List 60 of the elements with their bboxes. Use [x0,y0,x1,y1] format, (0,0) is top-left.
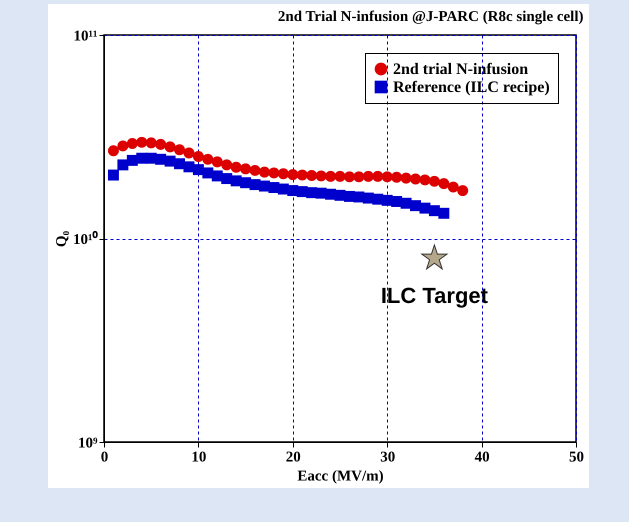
point [268,167,280,178]
x-axis-title: Eacc (MV/m) [297,468,384,484]
point [419,174,430,186]
annotation: ILC Target [380,283,489,308]
point [146,137,157,148]
point [448,182,459,193]
point [126,138,138,149]
point [391,172,402,183]
x-tick-label: 10 [191,450,206,466]
legend-label: 2nd trial N-infusion [393,61,528,78]
point [296,170,308,181]
point [202,167,214,178]
point [155,138,166,150]
point [230,162,242,173]
point [316,170,327,182]
y-axis-title: Q₀ [54,230,70,248]
point [117,159,128,170]
point [325,170,336,182]
point [287,169,298,180]
point [250,164,261,176]
x-tick-label: 0 [100,450,108,466]
y-tick-label: 10¹¹ [74,28,98,44]
point [136,136,148,148]
point [428,176,440,187]
point [428,205,440,216]
point [438,178,450,190]
point [212,156,223,168]
point [240,163,252,174]
point [183,148,194,159]
point [117,140,128,152]
legend-label: Reference (ILC recipe) [393,79,550,96]
x-tick-label: 30 [380,450,396,466]
point [108,170,119,181]
point [174,144,185,156]
point [278,168,289,180]
point [438,208,450,219]
point [164,156,176,167]
point [400,172,412,184]
x-tick-label: 50 [569,450,584,466]
point [306,170,318,181]
x-tick-label: 40 [474,450,490,466]
point [192,151,204,162]
point [221,159,232,170]
point [108,145,119,156]
point [164,141,176,152]
chart-title: 2nd Trial N-infusion @J-PARC (R8c single cell) [278,9,584,25]
point [457,185,468,196]
point [202,154,214,165]
point [410,174,421,184]
point [353,171,364,182]
point [372,170,384,182]
point [362,170,374,182]
point [259,166,270,178]
y-tick-label: 10¹⁰ [73,230,98,248]
point [344,171,355,182]
point [382,171,393,182]
x-tick-label: 20 [286,450,301,466]
y-tick-label: 10⁹ [78,436,98,452]
point [334,170,346,182]
point [192,164,204,176]
